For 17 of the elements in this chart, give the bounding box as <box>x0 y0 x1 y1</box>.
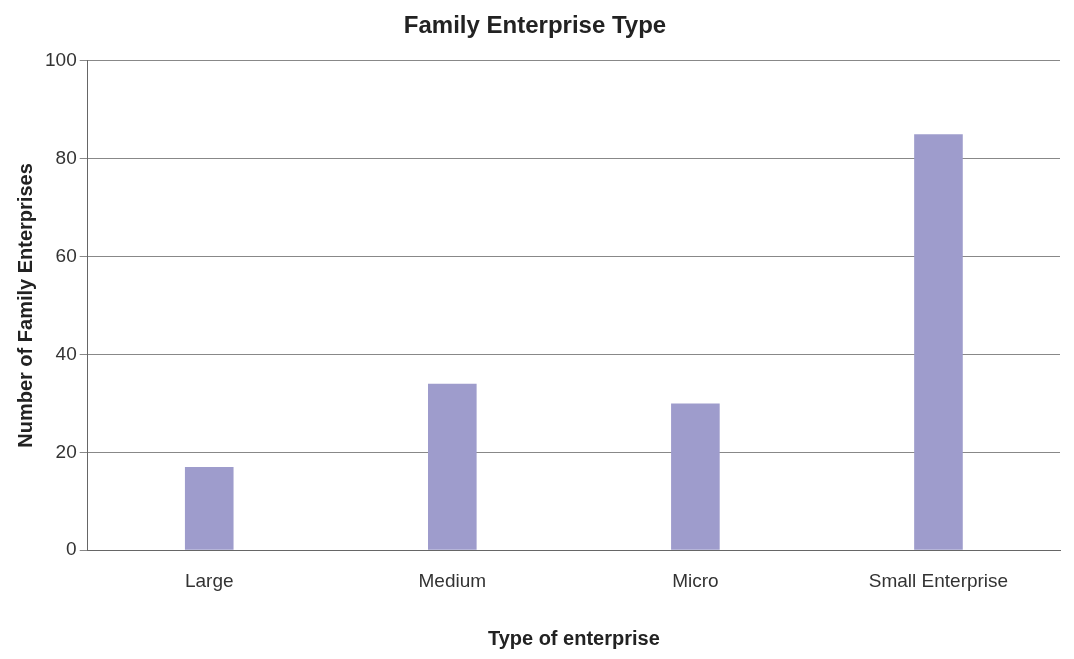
x-tick-label: Large <box>184 569 234 591</box>
chart-title: Family Enterprise Type <box>403 11 667 39</box>
y-tick-label: 80 <box>55 146 77 168</box>
x-axis-title: Type of enterprise <box>487 626 660 649</box>
y-tick-label: 0 <box>66 538 77 560</box>
bar <box>184 467 234 550</box>
y-tick-label: 100 <box>45 49 77 71</box>
y-tick-label: 20 <box>55 440 77 462</box>
bar <box>428 383 477 550</box>
y-axis-title: Number of Family Enterprises <box>13 163 36 448</box>
y-tick-label: 60 <box>55 244 77 266</box>
bar <box>914 134 963 550</box>
x-tick-label: Medium <box>418 569 487 591</box>
bar <box>671 403 720 550</box>
y-tick-label: 40 <box>55 342 77 364</box>
x-tick-label: Small Enterprise <box>868 569 1009 591</box>
x-tick-label: Micro <box>672 569 719 591</box>
